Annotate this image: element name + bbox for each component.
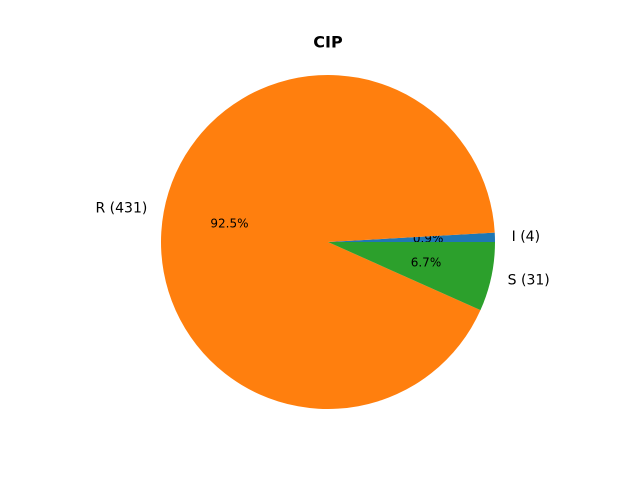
slice-label: I (4) xyxy=(512,229,540,245)
percent-label: 6.7% xyxy=(411,255,442,269)
chart-title: CIP xyxy=(313,33,343,52)
pie-slice xyxy=(161,74,495,409)
slice-label: R (431) xyxy=(96,201,148,217)
percent-label: 92.5% xyxy=(210,216,248,230)
pie-slice xyxy=(328,242,495,311)
slice-label: S (31) xyxy=(508,272,550,288)
pie-slice xyxy=(328,232,496,242)
